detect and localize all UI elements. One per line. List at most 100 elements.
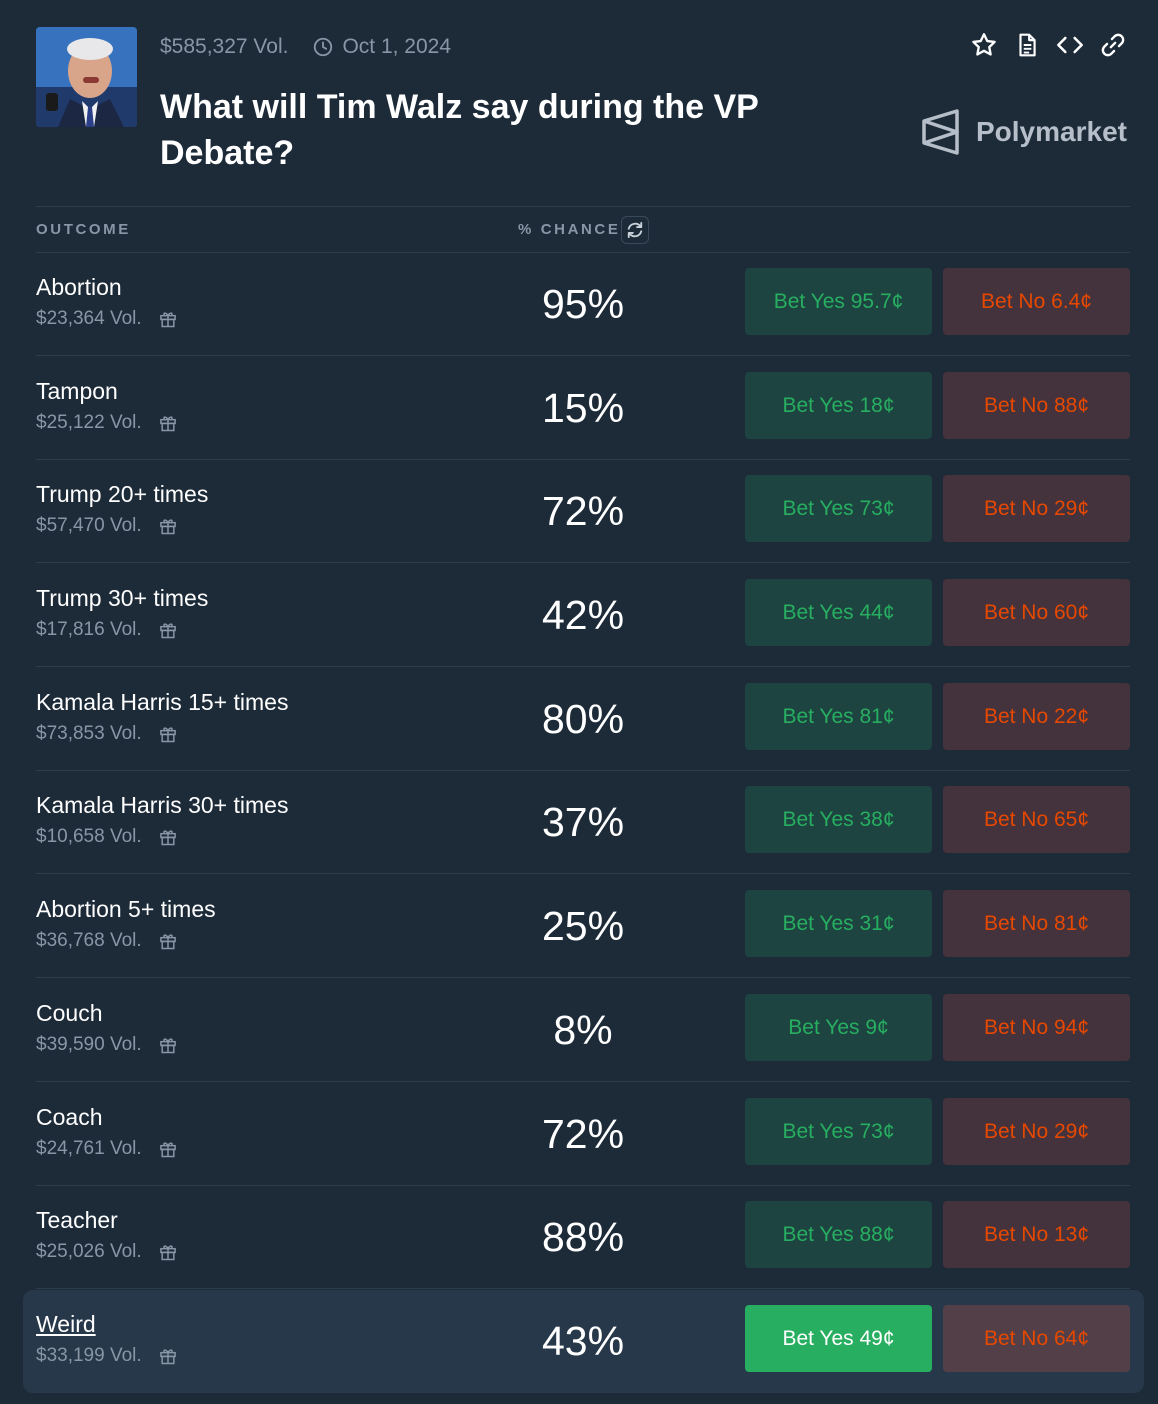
outcome-row[interactable]: Teacher $25,026 Vol. 88% Bet Yes 88¢ Bet… xyxy=(36,1186,1130,1289)
gift-icon[interactable] xyxy=(158,931,178,951)
outcome-chance: 25% xyxy=(541,903,625,949)
gift-icon[interactable] xyxy=(158,309,178,329)
outcome-chance: 15% xyxy=(541,385,625,431)
outcome-volume: $73,853 Vol. xyxy=(36,723,142,744)
outcome-volume: $25,122 Vol. xyxy=(36,412,142,433)
gift-icon[interactable] xyxy=(158,1139,178,1159)
bet-no-button[interactable]: Bet No 6.4¢ xyxy=(943,268,1130,335)
star-icon xyxy=(972,33,996,56)
gift-icon[interactable] xyxy=(158,620,178,640)
gift-icon[interactable] xyxy=(158,413,178,433)
gift-icon[interactable] xyxy=(158,724,178,744)
outcome-volume-group: $39,590 Vol. xyxy=(36,1034,178,1056)
outcome-volume-group: $33,199 Vol. xyxy=(36,1345,178,1367)
outcome-row[interactable]: Trump 20+ times $57,470 Vol. 72% Bet Yes… xyxy=(36,460,1130,563)
market-date: Oct 1, 2024 xyxy=(342,35,452,58)
outcome-volume: $10,658 Vol. xyxy=(36,826,142,847)
bet-no-button[interactable]: Bet No 22¢ xyxy=(943,683,1130,750)
outcome-name[interactable]: Tampon xyxy=(36,378,118,404)
bet-no-button[interactable]: Bet No 64¢ xyxy=(943,1305,1130,1372)
code-icon xyxy=(1057,36,1083,54)
bet-yes-button[interactable]: Bet Yes 18¢ xyxy=(745,372,932,439)
outcome-chance: 72% xyxy=(541,488,625,534)
outcome-volume-group: $25,026 Vol. xyxy=(36,1241,178,1263)
outcome-volume: $39,590 Vol. xyxy=(36,1034,142,1055)
favorite-button[interactable] xyxy=(969,30,999,60)
bet-no-button[interactable]: Bet No 29¢ xyxy=(943,475,1130,542)
gift-icon[interactable] xyxy=(158,1242,178,1262)
gift-icon[interactable] xyxy=(158,1035,178,1055)
bet-yes-button[interactable]: Bet Yes 9¢ xyxy=(745,994,932,1061)
outcome-column-header: OUTCOME xyxy=(36,221,131,238)
polymarket-logo-icon xyxy=(922,109,959,155)
outcome-volume: $24,761 Vol. xyxy=(36,1138,142,1159)
outcome-volume: $23,364 Vol. xyxy=(36,308,142,329)
embed-button[interactable] xyxy=(1055,30,1085,60)
bet-no-button[interactable]: Bet No 60¢ xyxy=(943,579,1130,646)
bet-no-button[interactable]: Bet No 94¢ xyxy=(943,994,1130,1061)
outcome-chance: 43% xyxy=(541,1318,625,1364)
outcome-name[interactable]: Trump 20+ times xyxy=(36,481,209,507)
outcome-name[interactable]: Kamala Harris 30+ times xyxy=(36,792,289,818)
bet-yes-button[interactable]: Bet Yes 73¢ xyxy=(745,475,932,542)
chance-column-header: % CHANCE xyxy=(518,221,621,238)
outcome-row[interactable]: Weird $33,199 Vol. 43% Bet Yes 49¢ Bet N… xyxy=(23,1290,1144,1393)
market-volume: $585,327 Vol. xyxy=(160,35,289,58)
outcome-row[interactable]: Kamala Harris 15+ times $73,853 Vol. 80%… xyxy=(36,668,1130,771)
outcome-chance: 37% xyxy=(541,799,625,845)
bet-yes-button[interactable]: Bet Yes 81¢ xyxy=(745,683,932,750)
bet-yes-button[interactable]: Bet Yes 95.7¢ xyxy=(745,268,932,335)
outcome-row[interactable]: Coach $24,761 Vol. 72% Bet Yes 73¢ Bet N… xyxy=(36,1083,1130,1186)
brand-logo: Polymarket xyxy=(920,108,1127,156)
copy-link-button[interactable] xyxy=(1098,30,1128,60)
outcome-chance: 8% xyxy=(553,1007,613,1053)
outcome-volume-group: $10,658 Vol. xyxy=(36,826,178,848)
bet-yes-button[interactable]: Bet Yes 44¢ xyxy=(745,579,932,646)
table-header: OUTCOME % CHANCE xyxy=(36,206,1130,253)
outcome-name[interactable]: Abortion 5+ times xyxy=(36,896,216,922)
gift-icon[interactable] xyxy=(158,1346,178,1366)
bet-yes-button[interactable]: Bet Yes 38¢ xyxy=(745,786,932,853)
rules-button[interactable] xyxy=(1012,30,1042,60)
outcome-volume-group: $17,816 Vol. xyxy=(36,619,178,641)
market-thumbnail-image xyxy=(36,27,137,127)
bet-yes-button[interactable]: Bet Yes 88¢ xyxy=(745,1201,932,1268)
bet-no-button[interactable]: Bet No 88¢ xyxy=(943,372,1130,439)
document-icon xyxy=(1019,33,1036,57)
outcome-row[interactable]: Kamala Harris 30+ times $10,658 Vol. 37%… xyxy=(36,771,1130,874)
outcome-chance: 88% xyxy=(541,1214,625,1260)
market-header: $585,327 Vol. Oct 1, 2024 What will Tim … xyxy=(0,0,1158,206)
bet-no-button[interactable]: Bet No 81¢ xyxy=(943,890,1130,957)
market-meta: $585,327 Vol. Oct 1, 2024 xyxy=(160,33,451,61)
outcome-row[interactable]: Trump 30+ times $17,816 Vol. 42% Bet Yes… xyxy=(36,564,1130,667)
outcome-name[interactable]: Trump 30+ times xyxy=(36,585,209,611)
bet-yes-button[interactable]: Bet Yes 73¢ xyxy=(745,1098,932,1165)
refresh-button[interactable] xyxy=(621,216,649,244)
outcome-name[interactable]: Kamala Harris 15+ times xyxy=(36,689,289,715)
outcome-row[interactable]: Tampon $25,122 Vol. 15% Bet Yes 18¢ Bet … xyxy=(36,357,1130,460)
clock-icon xyxy=(314,37,333,57)
outcome-row[interactable]: Couch $39,590 Vol. 8% Bet Yes 9¢ Bet No … xyxy=(36,979,1130,1082)
outcome-chance: 42% xyxy=(541,592,625,638)
outcome-name[interactable]: Couch xyxy=(36,1000,103,1026)
bet-no-button[interactable]: Bet No 13¢ xyxy=(943,1201,1130,1268)
outcome-chance: 95% xyxy=(541,281,625,327)
bet-no-button[interactable]: Bet No 29¢ xyxy=(943,1098,1130,1165)
outcome-row[interactable]: Abortion $23,364 Vol. 95% Bet Yes 95.7¢ … xyxy=(36,253,1130,356)
outcome-volume-group: $73,853 Vol. xyxy=(36,723,178,745)
outcome-name[interactable]: Weird xyxy=(36,1311,96,1337)
outcome-volume-group: $25,122 Vol. xyxy=(36,412,178,434)
bet-no-button[interactable]: Bet No 65¢ xyxy=(943,786,1130,853)
header-actions xyxy=(956,30,1128,60)
outcome-volume: $33,199 Vol. xyxy=(36,1345,142,1366)
outcome-row[interactable]: Abortion 5+ times $36,768 Vol. 25% Bet Y… xyxy=(36,875,1130,978)
bet-yes-button[interactable]: Bet Yes 31¢ xyxy=(745,890,932,957)
outcome-name[interactable]: Abortion xyxy=(36,274,122,300)
outcome-name[interactable]: Coach xyxy=(36,1104,103,1130)
outcome-volume: $17,816 Vol. xyxy=(36,619,142,640)
gift-icon[interactable] xyxy=(158,516,178,536)
gift-icon[interactable] xyxy=(158,827,178,847)
bet-yes-button[interactable]: Bet Yes 49¢ xyxy=(745,1305,932,1372)
outcome-chance: 80% xyxy=(541,696,625,742)
outcome-name[interactable]: Teacher xyxy=(36,1207,118,1233)
